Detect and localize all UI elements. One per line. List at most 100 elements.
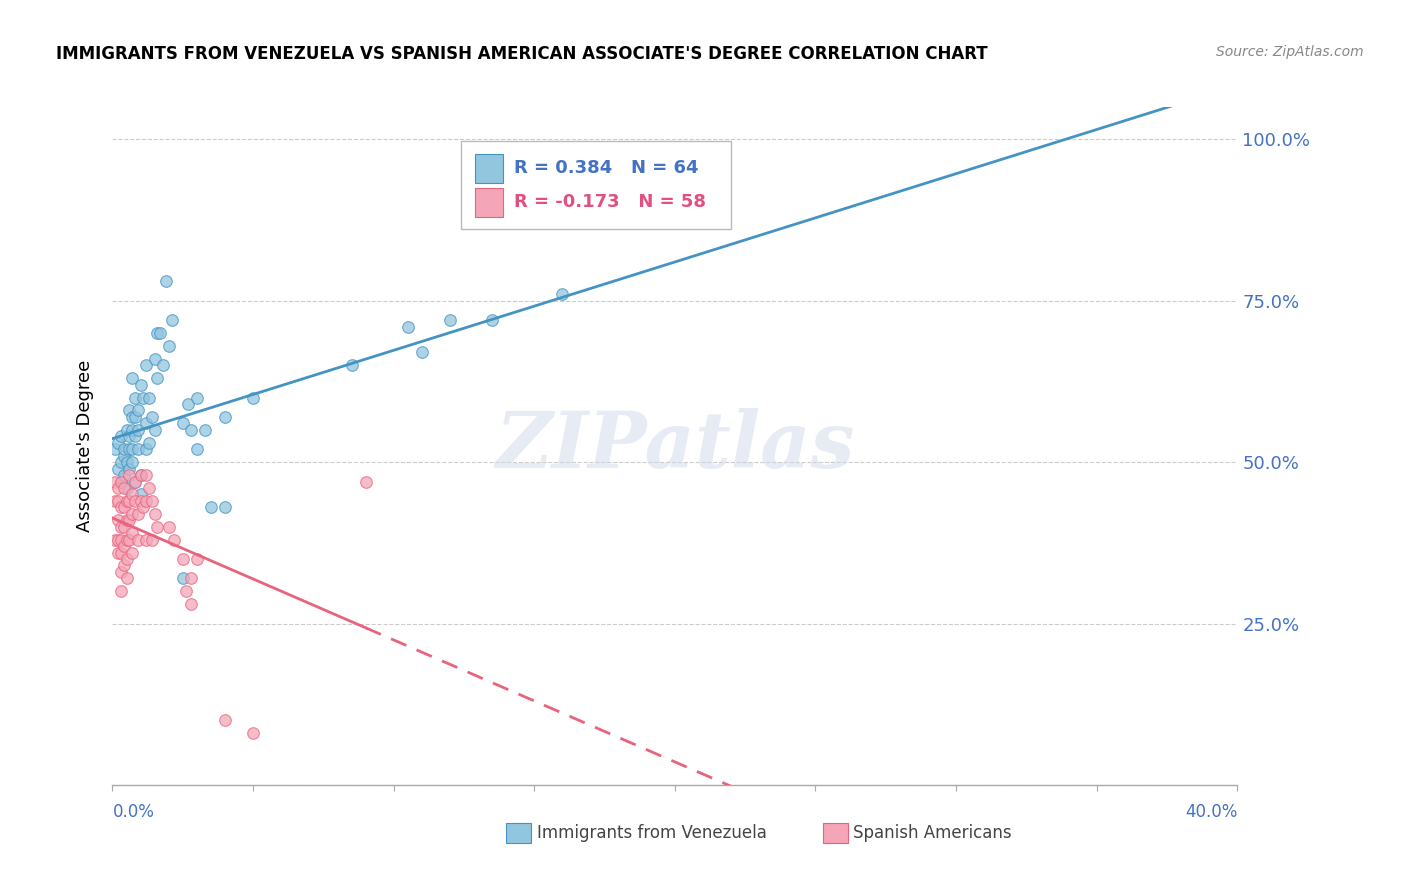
Point	[143, 423, 166, 437]
Point	[214, 500, 236, 515]
Text: R = 0.384   N = 64: R = 0.384 N = 64	[515, 159, 699, 177]
Point	[132, 500, 155, 515]
Point	[118, 494, 141, 508]
Point	[118, 461, 141, 475]
Point	[127, 507, 149, 521]
Point	[146, 519, 169, 533]
Point	[121, 409, 143, 424]
Point	[135, 359, 157, 373]
Point	[180, 597, 202, 611]
Point	[152, 359, 174, 373]
Point	[110, 545, 132, 559]
Point	[115, 513, 138, 527]
Point	[107, 461, 129, 475]
Point	[186, 442, 208, 457]
Point	[135, 417, 157, 431]
Point	[194, 423, 217, 437]
Bar	[475, 188, 503, 217]
Point	[135, 442, 157, 457]
Point	[121, 545, 143, 559]
Point	[104, 475, 127, 489]
Point	[186, 552, 208, 566]
Point	[172, 552, 194, 566]
Point	[112, 519, 135, 533]
Point	[110, 565, 132, 579]
Text: Source: ZipAtlas.com: Source: ZipAtlas.com	[1216, 45, 1364, 59]
Point	[143, 351, 166, 366]
Point	[127, 423, 149, 437]
Point	[118, 468, 141, 483]
Point	[551, 287, 574, 301]
Point	[135, 468, 157, 483]
Point	[112, 481, 135, 495]
Point	[104, 494, 127, 508]
Point	[138, 391, 160, 405]
Point	[242, 726, 264, 740]
Point	[112, 558, 135, 573]
Text: ZIPatlas: ZIPatlas	[495, 408, 855, 484]
Point	[121, 423, 143, 437]
Point	[127, 533, 149, 547]
Point	[112, 442, 135, 457]
Point	[110, 519, 132, 533]
Point	[121, 442, 143, 457]
Point	[160, 313, 183, 327]
Point	[340, 359, 363, 373]
Point	[124, 494, 146, 508]
Point	[138, 435, 160, 450]
Point	[115, 552, 138, 566]
Y-axis label: Associate's Degree: Associate's Degree	[76, 359, 94, 533]
Point	[127, 403, 149, 417]
Point	[143, 507, 166, 521]
Point	[200, 500, 222, 515]
Point	[112, 539, 135, 553]
Point	[180, 423, 202, 437]
Point	[118, 513, 141, 527]
Point	[138, 481, 160, 495]
Point	[107, 481, 129, 495]
Point	[104, 442, 127, 457]
Point	[155, 274, 177, 288]
Point	[115, 481, 138, 495]
Text: Spanish Americans: Spanish Americans	[853, 824, 1012, 842]
Bar	[461, 141, 731, 229]
Point	[121, 507, 143, 521]
Point	[146, 371, 169, 385]
Point	[163, 533, 186, 547]
Point	[118, 533, 141, 547]
Point	[157, 519, 180, 533]
Point	[149, 326, 172, 340]
Point	[118, 429, 141, 443]
Point	[115, 494, 138, 508]
Point	[124, 475, 146, 489]
Point	[141, 533, 163, 547]
Point	[112, 449, 135, 463]
Point	[354, 475, 377, 489]
Point	[115, 455, 138, 469]
Point	[118, 403, 141, 417]
Text: 0.0%: 0.0%	[112, 803, 155, 821]
Point	[141, 409, 163, 424]
Point	[174, 584, 197, 599]
Point	[118, 442, 141, 457]
Point	[107, 533, 129, 547]
Point	[180, 571, 202, 585]
Point	[121, 455, 143, 469]
Point	[124, 391, 146, 405]
Point	[129, 468, 152, 483]
Point	[121, 526, 143, 541]
Point	[129, 487, 152, 501]
Point	[110, 533, 132, 547]
Point	[110, 429, 132, 443]
Point	[129, 468, 152, 483]
Point	[107, 494, 129, 508]
Point	[107, 545, 129, 559]
Point	[115, 423, 138, 437]
Point	[127, 442, 149, 457]
Point	[411, 345, 433, 359]
Point	[112, 468, 135, 483]
Text: R = -0.173   N = 58: R = -0.173 N = 58	[515, 193, 706, 211]
Point	[107, 513, 129, 527]
Point	[135, 494, 157, 508]
Point	[115, 571, 138, 585]
